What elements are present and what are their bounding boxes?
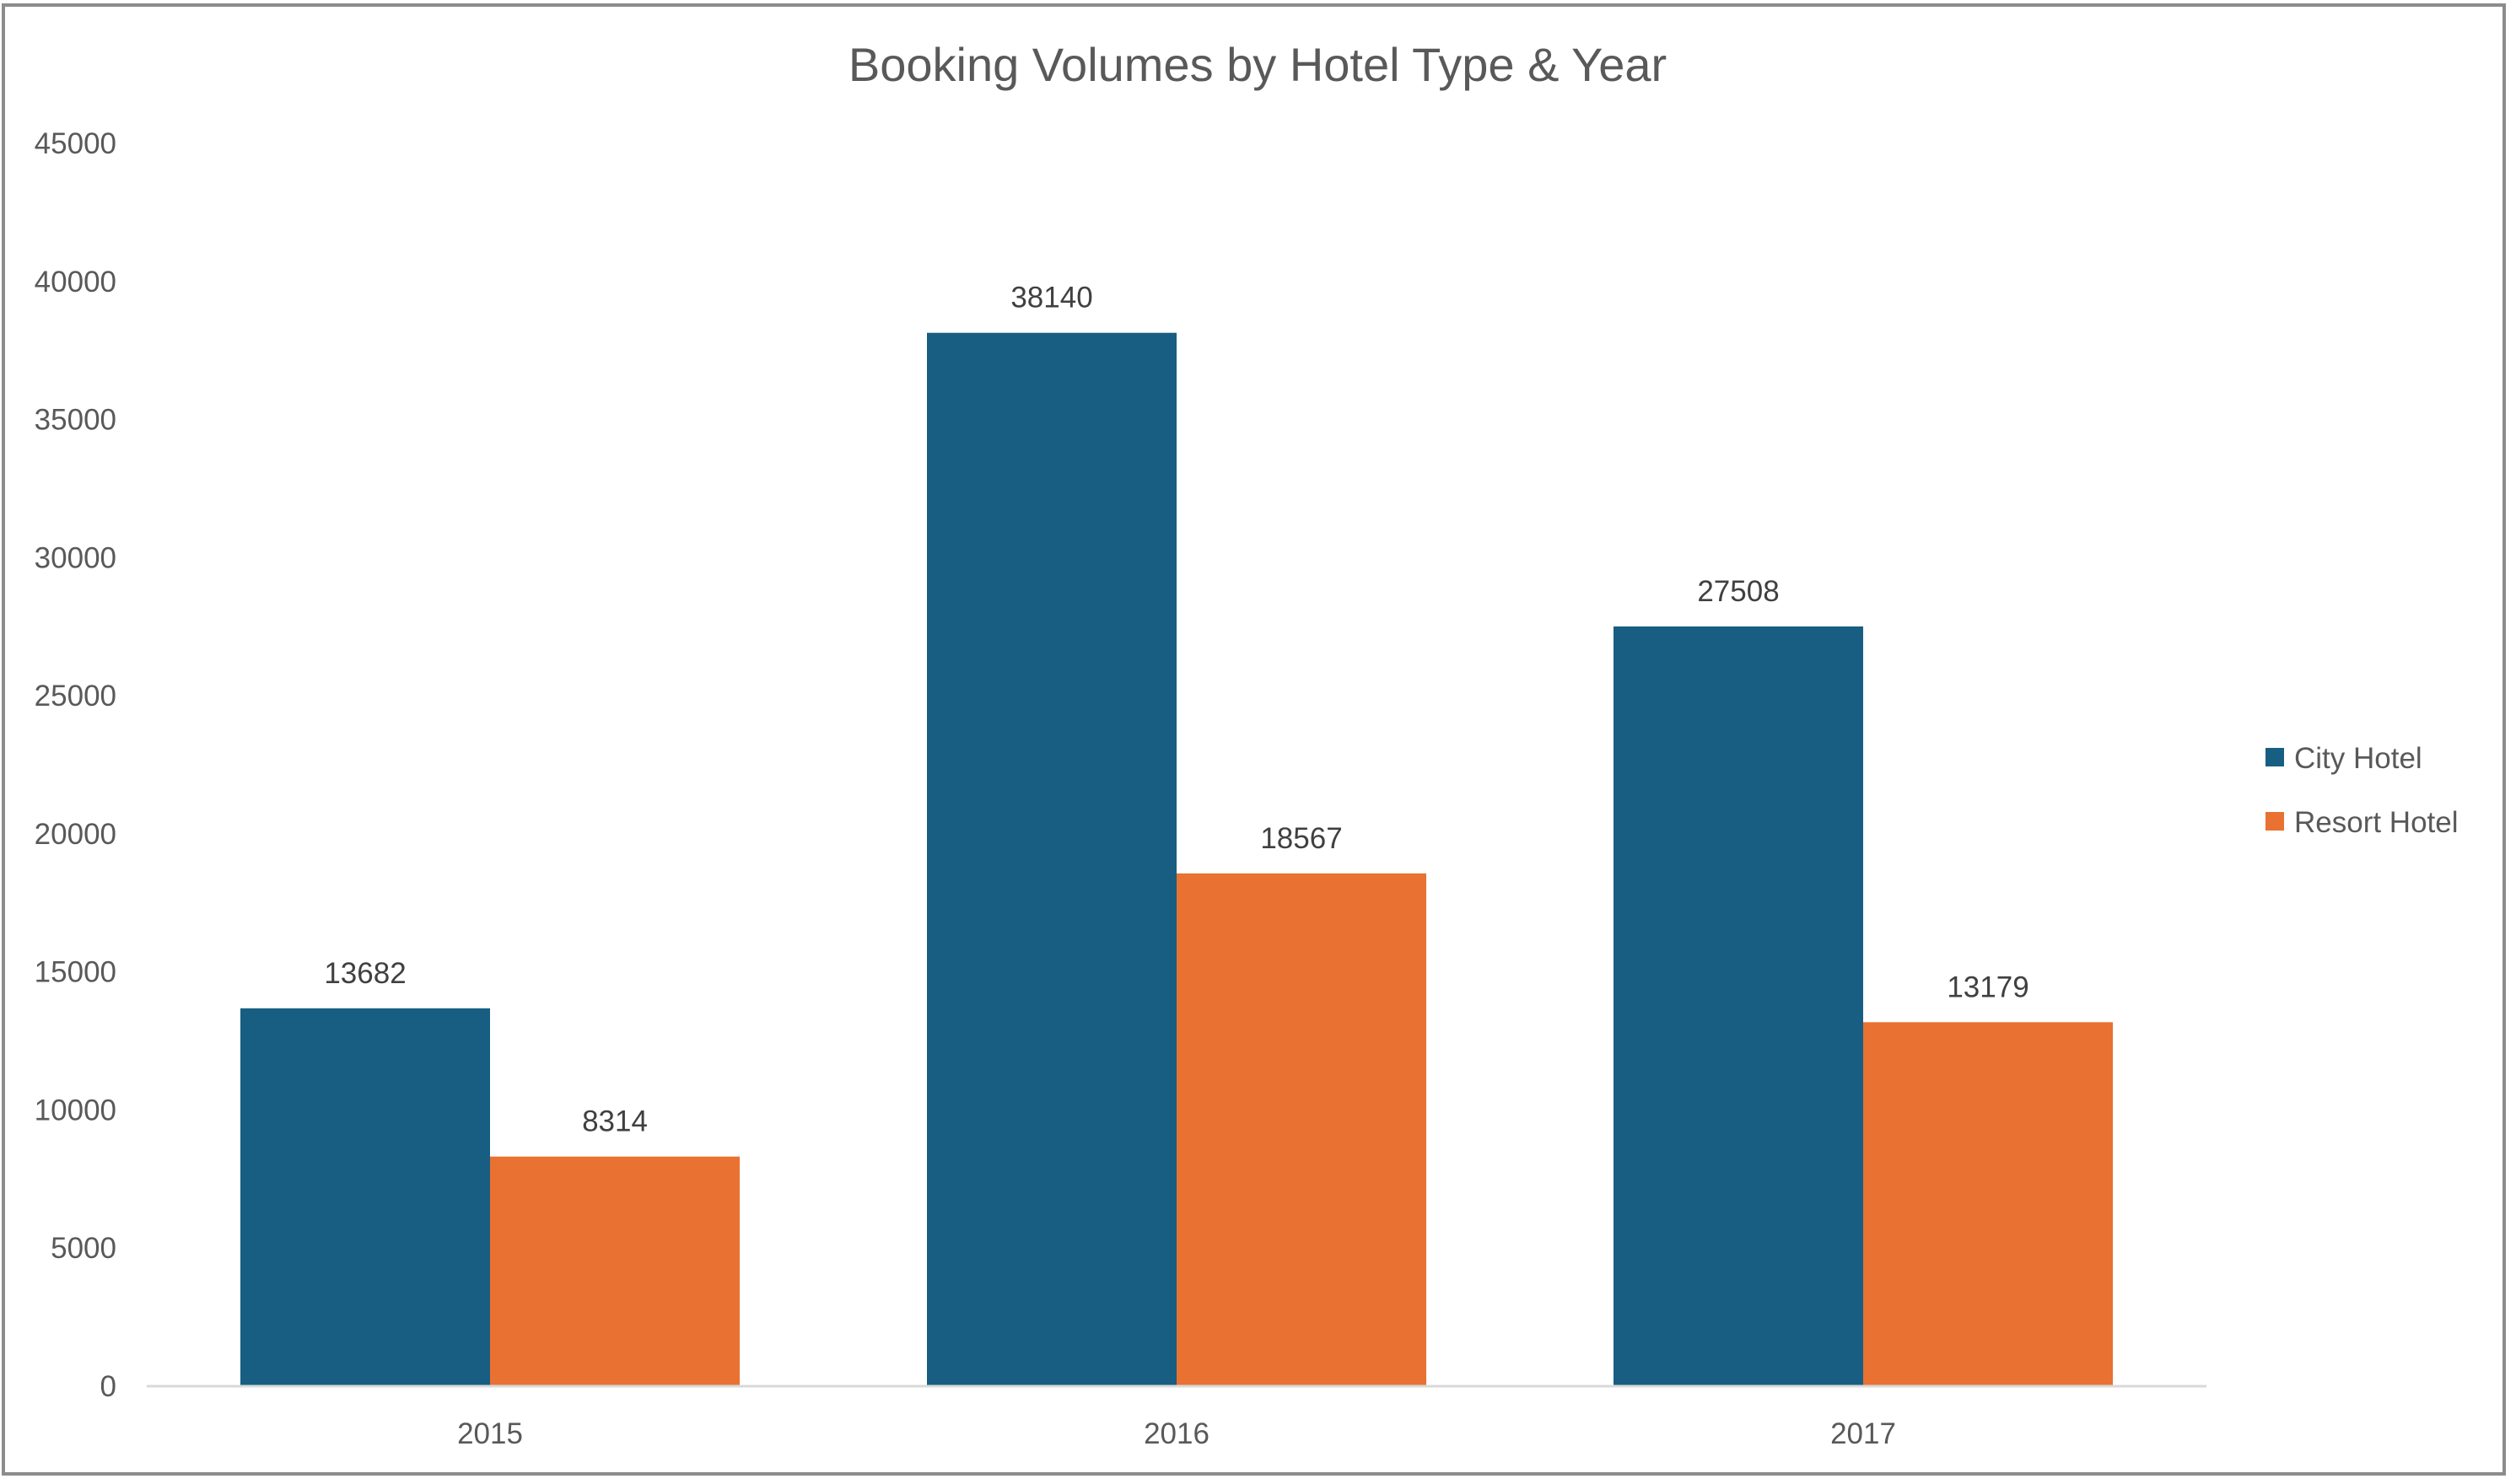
y-tick-label: 15000	[35, 956, 116, 989]
bars-group	[240, 332, 2113, 1386]
data-label: 13682	[324, 957, 406, 990]
data-label: 13179	[1947, 971, 2028, 1003]
legend: City Hotel Resort Hotel	[2265, 742, 2459, 839]
y-tick-label: 35000	[35, 404, 116, 437]
x-axis-labels: 2015 2016 2017	[457, 1417, 1896, 1450]
legend-label: City Hotel	[2294, 742, 2422, 775]
bar-resort-hotel-2015	[490, 1156, 740, 1386]
y-tick-label: 30000	[35, 541, 116, 574]
y-tick-label: 40000	[35, 266, 116, 298]
bar-resort-hotel-2016	[1177, 873, 1426, 1386]
legend-swatch-city-hotel	[2265, 748, 2284, 766]
y-tick-label: 20000	[35, 818, 116, 851]
bar-city-hotel-2015	[240, 1008, 490, 1386]
bar-resort-hotel-2017	[1863, 1022, 2113, 1386]
data-labels-group: 13682 8314 38140 18567 27508 13179	[324, 282, 2028, 1138]
x-tick-label: 2016	[1144, 1417, 1210, 1450]
y-tick-label: 0	[100, 1370, 116, 1403]
x-tick-label: 2017	[1830, 1417, 1896, 1450]
x-tick-label: 2015	[457, 1417, 523, 1450]
legend-label: Resort Hotel	[2294, 806, 2459, 839]
chart-title: Booking Volumes by Hotel Type & Year	[849, 38, 1667, 91]
y-tick-label: 25000	[35, 680, 116, 712]
data-label: 8314	[582, 1105, 648, 1138]
data-label: 18567	[1260, 822, 1342, 855]
data-label: 27508	[1697, 575, 1779, 608]
bar-city-hotel-2017	[1614, 626, 1863, 1386]
bar-city-hotel-2016	[927, 332, 1177, 1386]
data-label: 38140	[1010, 282, 1092, 315]
y-tick-label: 10000	[35, 1094, 116, 1126]
legend-swatch-resort-hotel	[2265, 812, 2284, 831]
y-tick-label: 5000	[51, 1232, 116, 1265]
y-axis-labels: 0 5000 10000 15000 20000 25000 30000 35000 40000…	[35, 127, 116, 1403]
y-tick-label: 45000	[35, 127, 116, 160]
